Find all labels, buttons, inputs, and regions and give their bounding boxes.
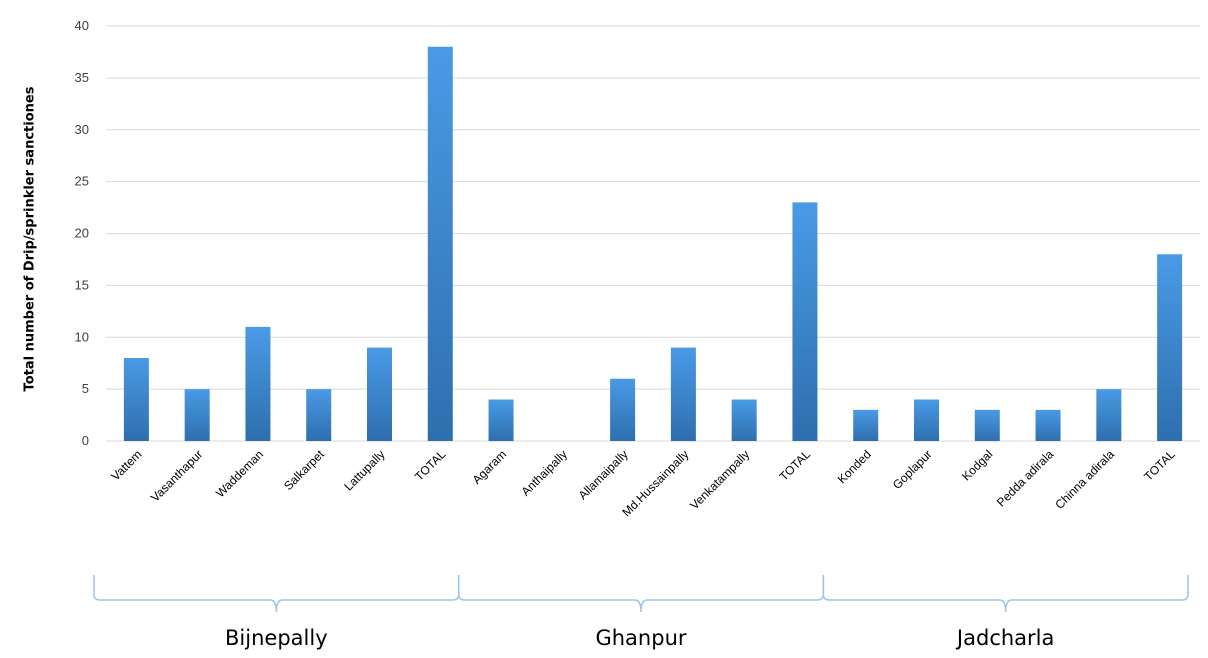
bar <box>367 347 392 441</box>
x-tick-label: Md.Hussainpally <box>619 447 691 519</box>
bar <box>1157 254 1183 441</box>
bar <box>427 46 453 441</box>
x-tick-label: TOTAL <box>412 447 449 484</box>
bar <box>1035 409 1061 441</box>
group-label: Ghanpur <box>595 626 687 650</box>
x-tick-label: Pedda adirala <box>994 447 1056 509</box>
x-tick-label: TOTAL <box>1141 447 1178 484</box>
group-label: Jadcharla <box>956 626 1055 650</box>
bar <box>853 409 879 441</box>
y-tick-label: 20 <box>75 226 89 241</box>
group-bracket <box>93 575 460 613</box>
y-tick-label: 0 <box>82 433 89 448</box>
x-tick-label: Lattupally <box>341 447 387 493</box>
group-bracket <box>822 575 1189 613</box>
bar <box>1096 389 1122 441</box>
x-tick-label: Anthaipally <box>519 447 570 498</box>
y-tick-label: 40 <box>75 18 89 33</box>
bar <box>792 202 818 441</box>
x-tick-label: Agaram <box>470 447 510 487</box>
bar <box>306 389 332 441</box>
bar <box>488 399 514 441</box>
x-tick-label: Konded <box>835 447 874 486</box>
bar <box>914 399 939 441</box>
group-bracket <box>457 575 825 613</box>
y-axis-label: Total number of Drip/sprinkler sanctione… <box>22 86 38 392</box>
x-tick-label: Vattem <box>108 447 144 483</box>
y-tick-label: 15 <box>75 277 89 292</box>
bar <box>731 399 757 441</box>
x-tick-label: Chinna adirala <box>1052 447 1117 512</box>
bar <box>123 358 149 441</box>
x-tick-label: Waddeman <box>213 447 266 500</box>
x-tick-label: Kodgal <box>959 447 995 483</box>
bar <box>245 326 271 441</box>
y-tick-label: 10 <box>75 329 89 344</box>
x-tick-label: Vasanthapur <box>148 447 205 504</box>
group-label: Bijnepally <box>225 626 328 650</box>
bar <box>610 378 636 441</box>
y-tick-label: 35 <box>75 70 89 85</box>
x-tick-label: Allamaipally <box>576 447 631 502</box>
x-tick-label: Goplapur <box>890 447 935 492</box>
x-tick-label: TOTAL <box>777 447 814 484</box>
y-tick-label: 5 <box>82 381 89 396</box>
bar <box>974 409 1000 441</box>
y-tick-label: 30 <box>75 122 89 137</box>
bar <box>670 347 696 441</box>
x-tick-label: Venkatampally <box>687 447 752 512</box>
y-tick-label: 25 <box>75 174 89 189</box>
bar <box>184 389 210 441</box>
x-tick-label: Salkarpet <box>281 447 327 493</box>
